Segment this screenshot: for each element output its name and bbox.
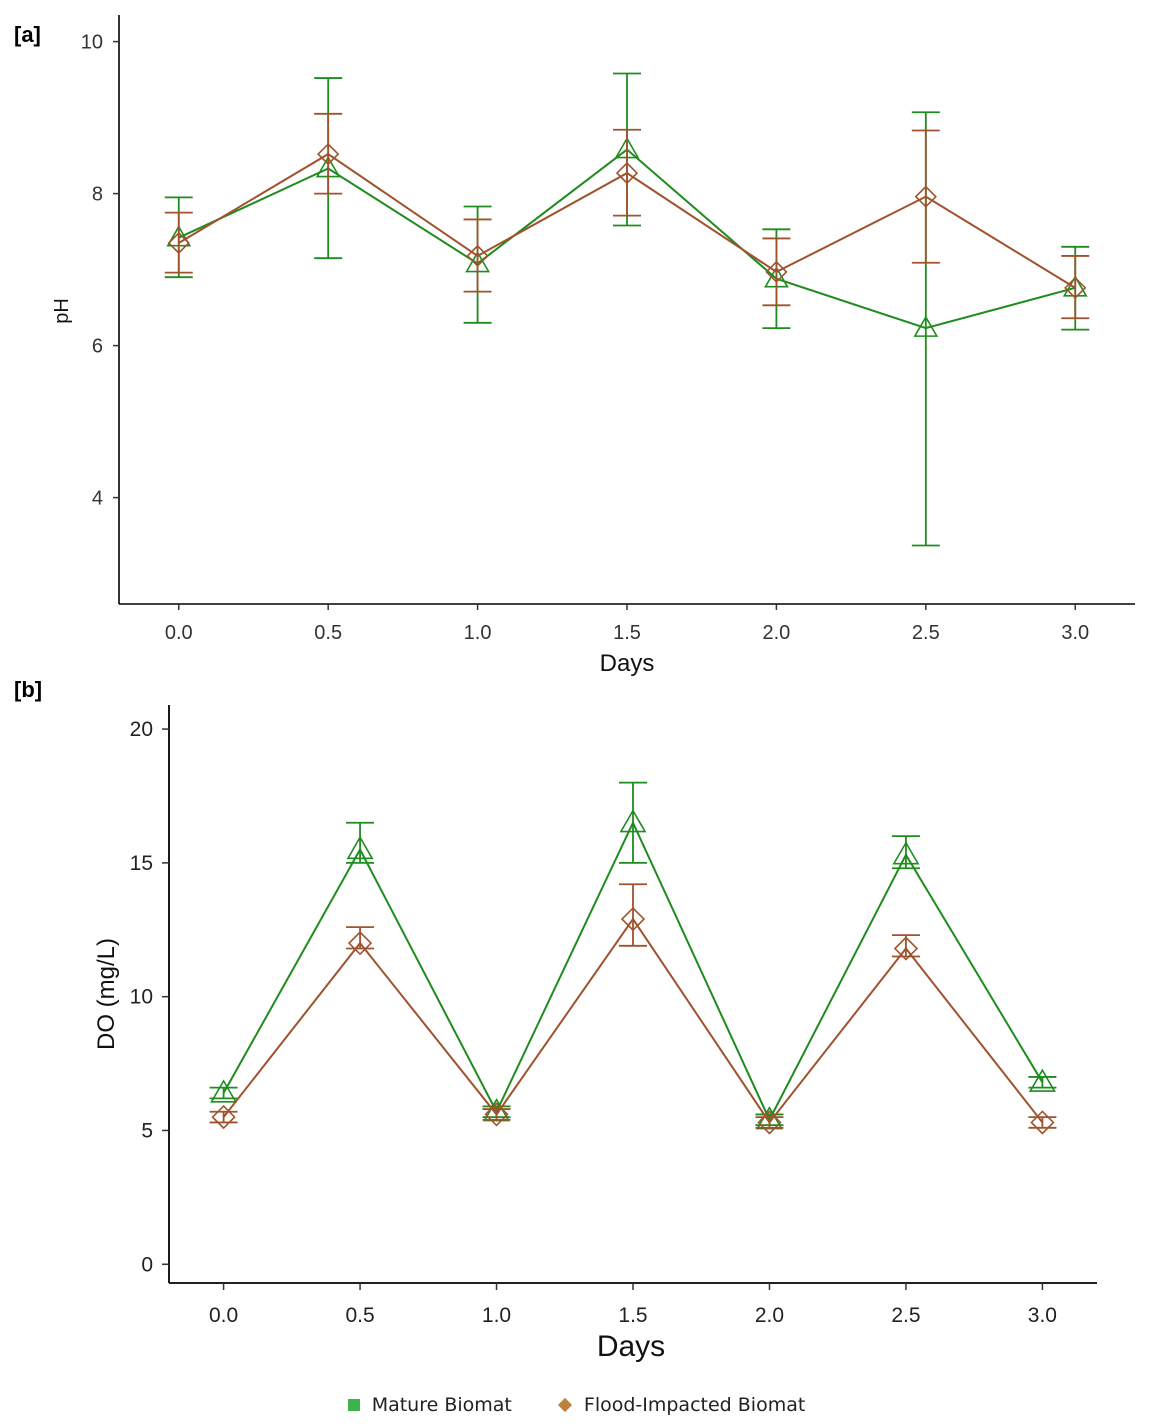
figure: [a] 0.0 0.5 1.0 1.5 2.0 2.5 3.0 4 6 8 10 Days pH […	[14, 15, 1135, 1363]
panel-a-series	[164, 72, 1090, 547]
panel-a-x-tick-label: 0.5	[314, 622, 342, 644]
panel-a-tag: [a]	[14, 22, 41, 47]
panel-a-y-tick-label: 8	[92, 184, 103, 206]
panel-a-flood-point	[765, 260, 788, 284]
panel-b-y-tick-label: 20	[130, 718, 153, 741]
panel-a-x-axis-title: Days	[600, 650, 655, 677]
panel-b-flood-point	[893, 936, 919, 961]
legend-item-flood: Flood-Impacted Biomat	[557, 1394, 806, 1416]
legend: Mature Biomat Flood-Impacted Biomat	[0, 1390, 1153, 1420]
diamond-icon	[557, 1397, 572, 1413]
panel-a-mature-point	[913, 315, 939, 337]
panel-b-flood-point	[211, 1104, 236, 1130]
panel-b-flood-point	[620, 906, 646, 932]
legend-item-mature: Mature Biomat	[347, 1394, 512, 1416]
panel-b-mature-point	[210, 1079, 238, 1103]
panel-b-y-tick-label: 0	[141, 1253, 153, 1276]
legend-label-flood: Flood-Impacted Biomat	[583, 1394, 806, 1416]
panel-a-y-tick-label: 4	[92, 488, 103, 510]
panel-a-y-axis-title: pH	[51, 298, 73, 324]
panel-b-x-tick-label: 3.0	[1028, 1304, 1057, 1327]
panel-b-y-tick-label: 10	[130, 986, 153, 1009]
panel-a-flood-point	[317, 142, 340, 166]
panel-b-flood-line	[222, 917, 1044, 1125]
panel-b-flood-point	[484, 1102, 509, 1127]
square-icon	[347, 1399, 360, 1411]
panel-a-y-tick-label: 10	[81, 32, 103, 54]
panel-b-flood-point	[347, 931, 373, 956]
panel-b-x-tick-label: 0.0	[209, 1304, 238, 1327]
panel-a-flood-point	[1064, 276, 1087, 299]
panel-a-ph-chart: [a] 0.0 0.5 1.0 1.5 2.0 2.5 3.0 4 6 8 10 Days pH	[14, 15, 1135, 677]
panel-b-mature-point	[892, 841, 920, 865]
panel-b-x-axis-title: Days	[597, 1330, 665, 1363]
panel-a-x-tick-label: 0.0	[165, 622, 193, 644]
panel-a-flood-point	[167, 231, 190, 255]
panel-b-x-tick-label: 1.5	[618, 1304, 647, 1327]
panel-a-x-tick-label: 3.0	[1061, 622, 1089, 644]
panel-a-flood-point	[615, 161, 639, 185]
panel-b-tag: [b]	[14, 677, 42, 702]
panel-a-y-tick-label: 6	[92, 336, 103, 358]
panel-b-flood-point	[757, 1110, 782, 1135]
panel-a-x-tick-label: 2.5	[912, 622, 940, 644]
panel-a-flood-point	[466, 244, 489, 268]
panel-b-y-tick-label: 15	[130, 852, 153, 875]
legend-label-mature: Mature Biomat	[371, 1394, 512, 1416]
panel-b-x-tick-label: 0.5	[345, 1304, 374, 1327]
panel-a-ticks: 0.0 0.5 1.0 1.5 2.0 2.5 3.0 4 6 8 10	[81, 32, 1089, 644]
panel-b-y-tick-label: 5	[141, 1119, 153, 1142]
panel-a-flood-point	[914, 185, 937, 208]
panel-b-ticks: 0.0 0.5 1.0 1.5 2.0 2.5 3.0 0 5 10 15 20	[130, 718, 1057, 1327]
panel-b-mature-point	[346, 835, 374, 860]
panel-a-x-tick-label: 2.0	[763, 622, 791, 644]
panel-b-flood-point	[1030, 1110, 1055, 1135]
panel-b-y-axis-title: DO (mg/L)	[93, 938, 120, 1050]
panel-a-x-tick-label: 1.5	[613, 622, 641, 644]
panel-b-mature-line	[222, 820, 1044, 1123]
panel-b-x-tick-label: 2.0	[755, 1304, 784, 1327]
panel-b-do-chart: [b] 0.0 0.5 1.0 1.5 2.0 2.5 3.0 0 5 10 15 20 Days D…	[14, 677, 1097, 1363]
panel-b-x-tick-label: 2.5	[891, 1304, 920, 1327]
panel-b-mature-point	[619, 809, 647, 833]
panel-b-mature-point	[1028, 1068, 1056, 1092]
panel-b-x-tick-label: 1.0	[482, 1304, 511, 1327]
panel-b-series	[209, 781, 1057, 1135]
panel-a-x-tick-label: 1.0	[464, 622, 492, 644]
